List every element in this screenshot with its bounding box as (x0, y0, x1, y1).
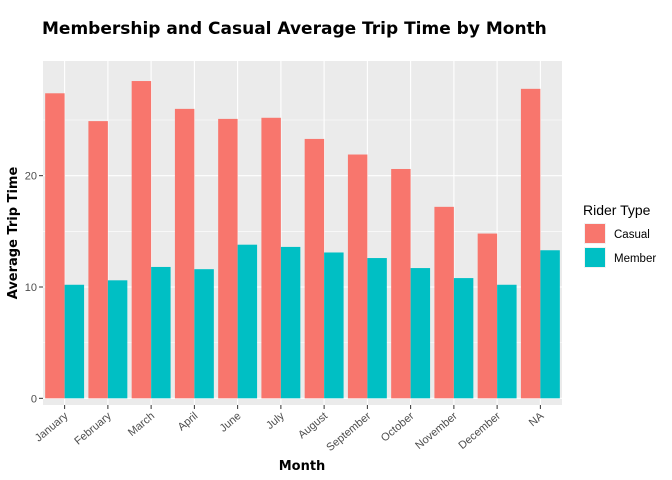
chart-title: Membership and Casual Average Trip Time … (42, 19, 547, 39)
bars (45, 81, 560, 399)
bar-casual-july (261, 117, 281, 399)
bar-casual-june (218, 118, 238, 399)
x-tick-label: June (218, 410, 244, 435)
x-tick-label: April (176, 410, 201, 433)
y-tick-label: 20 (25, 171, 37, 183)
bar-casual-na (520, 88, 541, 399)
x-tick-label: October (379, 410, 417, 445)
x-tick-label: NA (527, 410, 547, 429)
x-tick-label: September (324, 410, 373, 454)
bar-casual-march (131, 81, 152, 399)
bar-casual-november (434, 206, 454, 399)
legend: Rider Type Casual Member (583, 202, 656, 268)
bar-member-october (410, 268, 431, 399)
bar-casual-february (88, 121, 108, 399)
bar-member-july (280, 246, 301, 399)
bar-member-april (194, 269, 214, 399)
bar-member-december (497, 284, 517, 399)
y-axis-title: Average Trip Time (6, 167, 21, 300)
bar-member-august (324, 252, 344, 399)
x-tick-label: November (413, 410, 460, 452)
x-tick-label: January (33, 410, 71, 445)
legend-label-casual: Casual (614, 229, 650, 241)
y-axis-ticks: 0 10 20 (25, 171, 43, 405)
bar-casual-january (45, 93, 65, 399)
bar-member-february (107, 280, 128, 399)
bar-member-june (237, 244, 258, 399)
legend-label-member: Member (614, 253, 656, 265)
x-tick-label: August (296, 410, 330, 441)
x-tick-label: December (456, 410, 503, 452)
x-axis-title: Month (279, 459, 326, 474)
x-tick-label: February (72, 410, 114, 448)
legend-key-member (585, 248, 605, 267)
legend-key-casual (585, 224, 605, 243)
bar-casual-october (391, 168, 411, 399)
bar-member-september (367, 258, 387, 399)
bar-casual-april (174, 108, 195, 399)
x-tick-label: March (126, 410, 157, 439)
y-tick-label: 0 (31, 393, 37, 405)
bar-member-march (151, 266, 171, 399)
bar-member-na (540, 250, 560, 399)
bar-member-november (453, 278, 474, 399)
bar-casual-september (347, 154, 368, 399)
y-tick-label: 10 (25, 282, 37, 294)
x-axis-ticks: January February March April June July AugustS… (33, 405, 547, 454)
plot-panel (43, 61, 562, 405)
bar-member-january (64, 284, 85, 399)
bar-casual-august (304, 138, 325, 399)
x-tick-label: July (264, 410, 287, 432)
legend-title: Rider Type (583, 202, 651, 218)
bar-casual-december (477, 233, 498, 399)
